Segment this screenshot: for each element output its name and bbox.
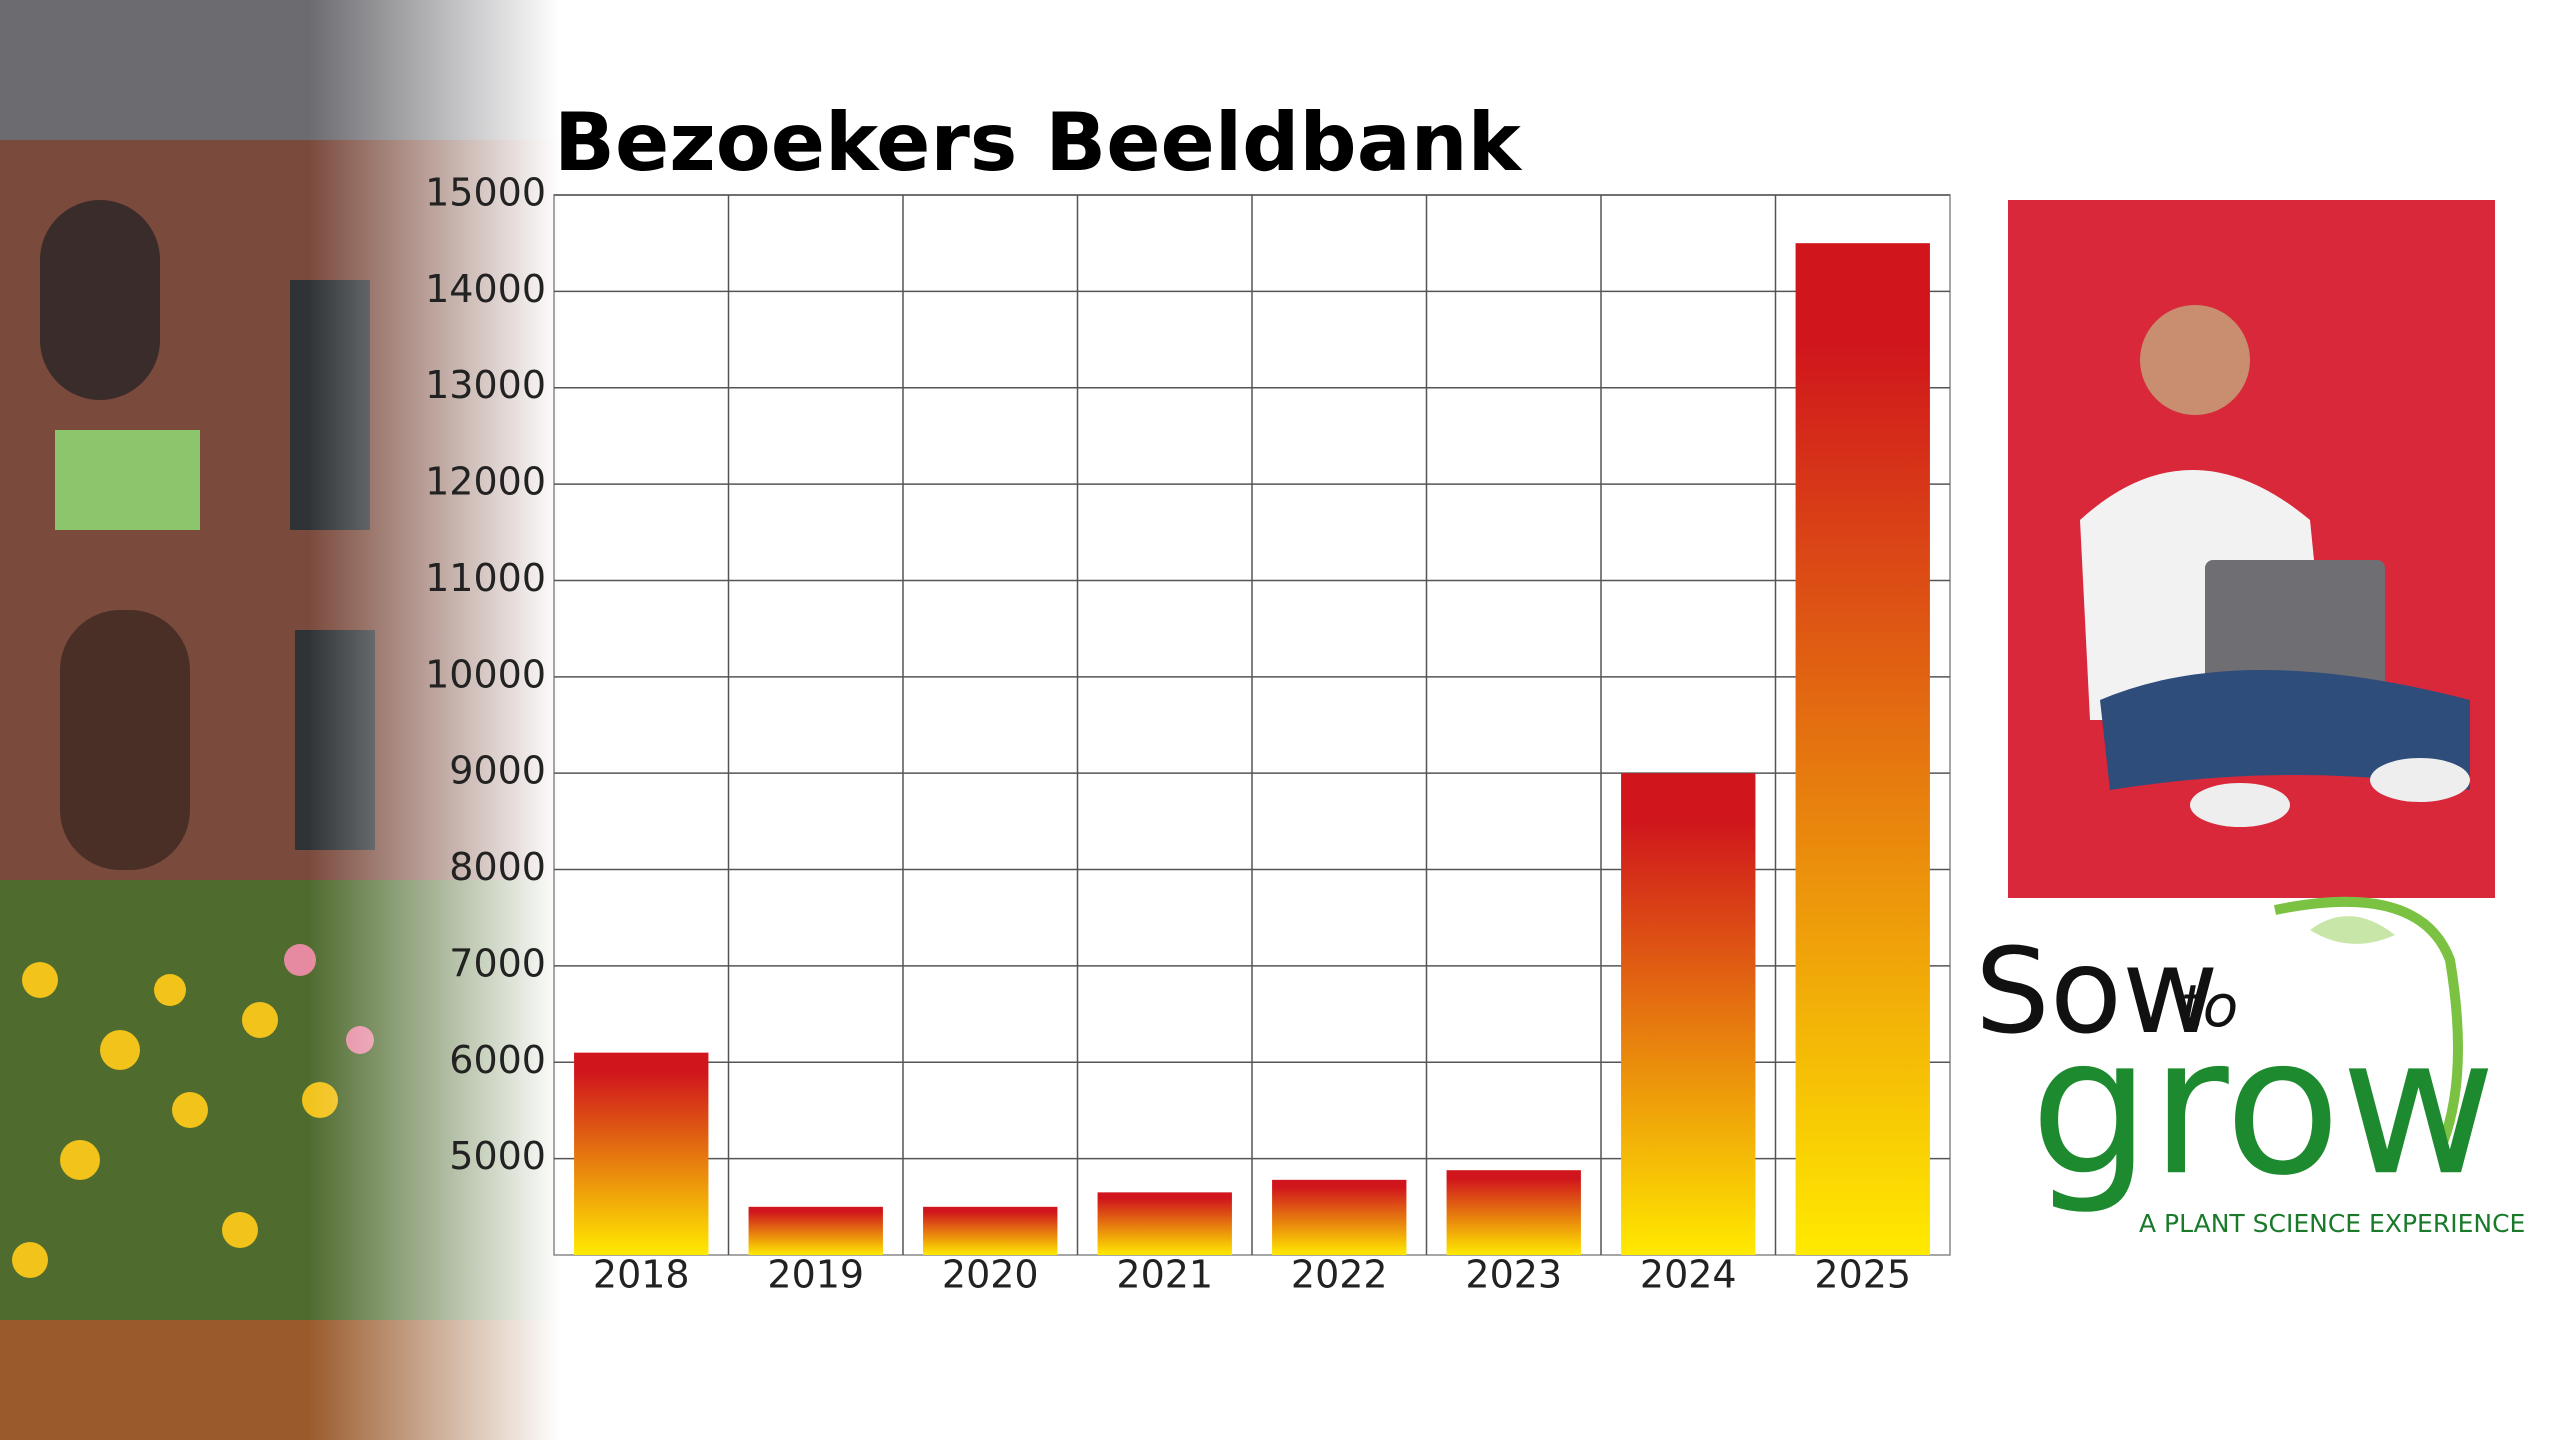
y-tick-label: 5000 — [449, 1134, 546, 1178]
y-tick-label: 11000 — [425, 556, 546, 600]
y-tick-label: 7000 — [449, 941, 546, 985]
x-tick-label: 2021 — [1116, 1253, 1213, 1297]
chart-title: Bezoekers Beeldbank — [554, 96, 1523, 189]
bar — [1621, 773, 1756, 1255]
bar — [1272, 1179, 1407, 1255]
x-tick-label: 2024 — [1640, 1253, 1737, 1297]
bar — [574, 1052, 709, 1255]
y-tick-label: 9000 — [449, 749, 546, 793]
y-tick-label: 13000 — [425, 363, 546, 407]
logo-to: to — [2180, 972, 2238, 1040]
logo-sow: Sow — [1975, 922, 2219, 1060]
bar — [1795, 243, 1930, 1255]
x-tick-label: 2023 — [1465, 1253, 1562, 1297]
bar — [923, 1206, 1058, 1255]
logo-tagline: A PLANT SCIENCE EXPERIENCE — [2139, 1209, 2525, 1238]
x-tick-label: 2025 — [1814, 1253, 1911, 1297]
person-photo — [2008, 200, 2495, 898]
museum-photo — [0, 0, 560, 1440]
x-tick-label: 2018 — [593, 1253, 690, 1297]
x-tick-label: 2022 — [1291, 1253, 1388, 1297]
bar — [1097, 1192, 1232, 1255]
y-tick-label: 12000 — [425, 460, 546, 504]
bar — [1446, 1170, 1581, 1255]
logo-grow: grow — [2030, 996, 2496, 1217]
y-tick-label: 15000 — [425, 171, 546, 215]
x-tick-label: 2019 — [767, 1253, 864, 1297]
x-tick-label: 2020 — [942, 1253, 1039, 1297]
y-tick-label: 6000 — [449, 1038, 546, 1082]
logo: Sow to grow A PLANT SCIENCE EXPERIENCE — [1975, 896, 2525, 1238]
y-tick-label: 10000 — [425, 652, 546, 696]
y-tick-label: 8000 — [449, 845, 546, 889]
bar — [748, 1206, 883, 1255]
y-tick-label: 14000 — [425, 267, 546, 311]
